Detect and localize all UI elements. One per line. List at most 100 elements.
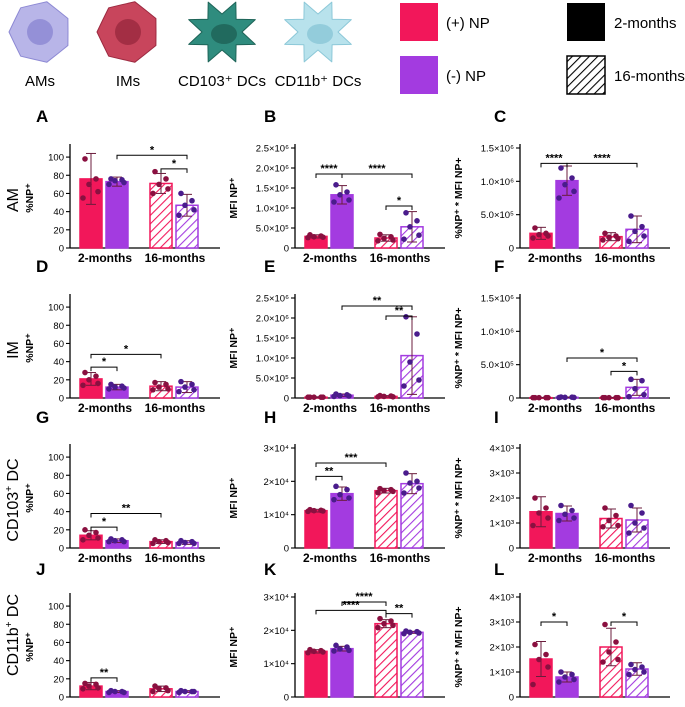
legend-label-np: (-) NP <box>446 68 486 85</box>
data-point <box>556 195 562 201</box>
y-label: MFI NP⁺ <box>228 626 240 668</box>
data-point <box>632 520 638 526</box>
data-point <box>305 394 311 401</box>
sig-label: *** <box>345 452 359 464</box>
data-point <box>558 669 564 675</box>
data-point <box>615 235 621 242</box>
y-label: MFI NP⁺ <box>228 177 240 219</box>
cell-nucleus <box>27 19 53 45</box>
y-label-group: %NP⁺ <box>24 483 36 513</box>
data-point <box>191 207 197 213</box>
data-point <box>93 176 99 182</box>
cell-nucleus <box>307 24 333 44</box>
data-point <box>112 688 118 695</box>
data-point <box>346 495 352 501</box>
data-point <box>163 381 169 388</box>
legend-swatch-age <box>566 55 606 95</box>
data-point <box>337 491 343 498</box>
data-point <box>176 689 182 696</box>
y-label-group: MFI NP⁺ <box>228 327 240 369</box>
data-point <box>165 539 171 546</box>
data-point <box>558 165 564 171</box>
y-label-group: %NP⁺ * MFI NP+ <box>453 606 465 687</box>
row-label-text: IM <box>5 341 22 359</box>
y-tick-label: 0 <box>509 244 514 255</box>
data-point <box>375 624 381 631</box>
panel-A: A 0 20 40 60 80 100 %NP⁺ 2-months 16-months * * <box>24 107 220 265</box>
data-point <box>86 683 92 689</box>
data-point <box>416 377 422 383</box>
row-label-sup: + <box>4 486 15 492</box>
data-point <box>381 620 387 627</box>
x-group-label: 2-months <box>303 551 357 565</box>
y-tick-label: 60 <box>53 489 64 500</box>
data-point <box>95 535 101 541</box>
data-point <box>106 689 112 696</box>
data-point <box>390 394 396 400</box>
data-point <box>344 189 350 195</box>
data-point <box>320 394 326 401</box>
row-label-main: CD103 <box>5 492 22 542</box>
data-point <box>626 671 632 678</box>
y-tick-label: 5.0×10⁵ <box>256 224 289 235</box>
cell-label: IMs <box>116 73 140 90</box>
cell-icon-1: AMs <box>8 1 69 90</box>
y-tick-label: 2×10³ <box>489 643 514 654</box>
sig-label: **** <box>368 163 386 175</box>
y-tick-label: 4×10³ <box>489 593 514 604</box>
data-point <box>95 188 101 195</box>
x-group-label: 16-months <box>595 551 656 565</box>
sig-bracket <box>341 601 387 606</box>
data-point <box>571 188 577 195</box>
sig-bracket <box>385 205 413 210</box>
y-label-group: %NP⁺ * MFI NP+ <box>453 457 465 538</box>
y-tick-label: 20 <box>53 375 64 386</box>
data-point <box>320 649 326 655</box>
data-point <box>545 233 551 239</box>
y-tick-label: 2×10⁴ <box>264 477 289 488</box>
data-point <box>414 331 420 337</box>
data-point <box>320 234 326 240</box>
y-label: %NP⁺ * MFI NP+ <box>453 157 465 238</box>
data-point <box>93 373 99 379</box>
data-point <box>562 674 568 680</box>
data-point <box>156 538 162 545</box>
panel-letter: G <box>36 408 49 427</box>
y-tick-label: 0 <box>284 544 289 555</box>
row-label-main: IM <box>5 341 22 359</box>
y-tick-label: 3×10⁴ <box>264 444 289 455</box>
data-point <box>600 237 606 243</box>
y-tick-label: 20 <box>53 674 64 685</box>
data-point <box>377 231 383 238</box>
sig-label: * <box>397 195 402 207</box>
sig-bracket <box>315 462 387 467</box>
data-point <box>333 642 339 649</box>
y-tick-label: 0 <box>284 693 289 703</box>
y-tick-label: 20 <box>53 225 64 236</box>
y-label-group: %NP⁺ <box>24 183 36 213</box>
x-group-label: 2-months <box>78 251 132 265</box>
data-point <box>381 235 387 242</box>
y-label: %NP⁺ <box>24 333 36 363</box>
panel-letter: L <box>494 560 504 579</box>
data-point <box>150 688 156 695</box>
data-point <box>571 394 577 401</box>
panel-letter: K <box>264 560 277 579</box>
data-point <box>556 517 562 524</box>
sig-bracket <box>90 526 118 532</box>
legend: (+) NP (-) NP 2-months 16-months <box>400 3 685 95</box>
y-tick-label: 2.0×10⁶ <box>256 164 289 175</box>
y-tick-label: 1×10³ <box>489 668 514 679</box>
data-point <box>163 176 169 182</box>
row-label-suffix: DC <box>5 594 22 622</box>
y-tick-label: 60 <box>53 189 64 200</box>
x-group-label: 2-months <box>78 551 132 565</box>
data-point <box>121 689 127 696</box>
data-point <box>82 527 88 533</box>
y-tick-label: 40 <box>53 357 64 368</box>
data-point <box>628 502 634 509</box>
